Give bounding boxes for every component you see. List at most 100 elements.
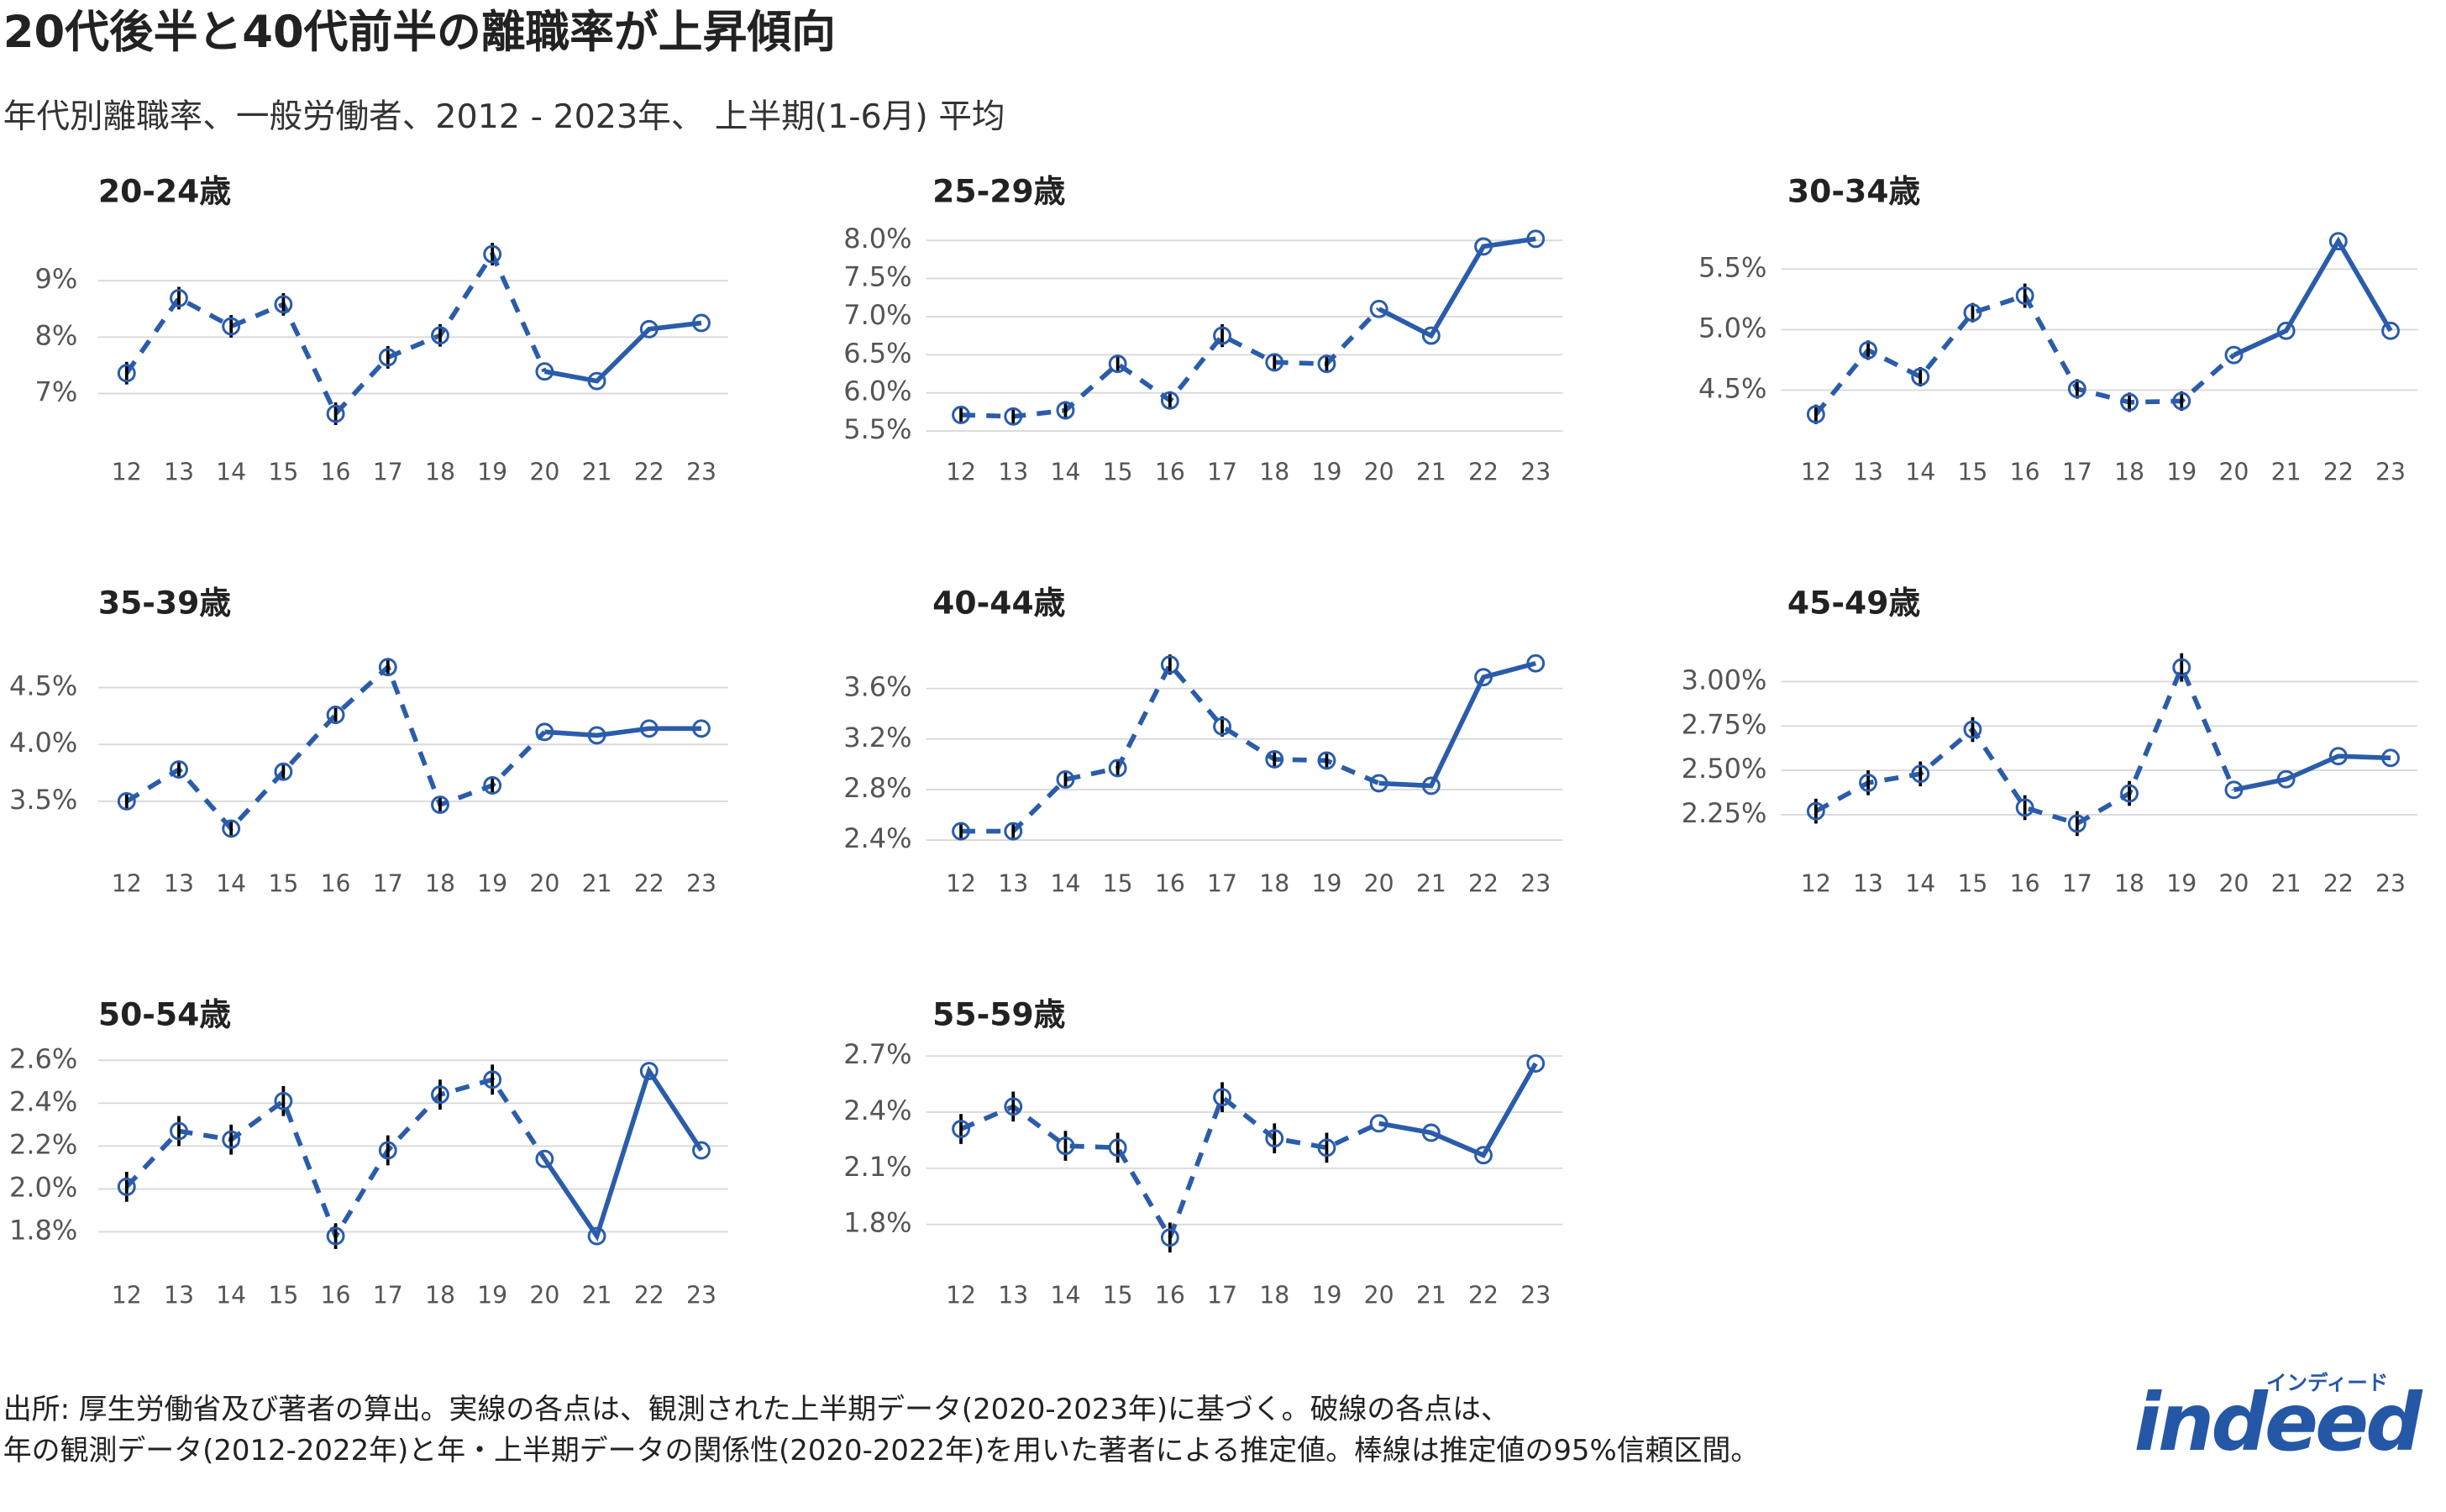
x-tick-label: 12 bbox=[1801, 870, 1831, 898]
point bbox=[326, 706, 345, 724]
x-tick-label: 18 bbox=[2114, 870, 2144, 898]
x-tick-label: 16 bbox=[2010, 870, 2040, 898]
x-tick-label: 17 bbox=[1207, 459, 1237, 486]
x-tick-label: 15 bbox=[268, 459, 298, 486]
x-tick-label: 16 bbox=[321, 1282, 351, 1310]
y-tick-label: 2.75% bbox=[1682, 708, 1767, 740]
point bbox=[1317, 1138, 1336, 1158]
x-tick-label: 13 bbox=[998, 459, 1028, 486]
x-tick-label: 19 bbox=[477, 870, 507, 898]
point bbox=[1369, 299, 1388, 318]
x-tick-label: 12 bbox=[112, 1282, 142, 1310]
point bbox=[378, 658, 397, 677]
point bbox=[1526, 654, 1546, 673]
y-tick-label: 3.6% bbox=[843, 671, 911, 703]
point bbox=[1160, 655, 1179, 675]
x-tick-label: 19 bbox=[2166, 459, 2197, 486]
y-tick-label: 6.5% bbox=[843, 337, 911, 369]
point bbox=[1859, 773, 1877, 792]
x-tick-label: 18 bbox=[1259, 1282, 1289, 1310]
x-tick-label: 15 bbox=[268, 1282, 298, 1310]
point bbox=[483, 244, 502, 264]
panel-title: 25-29歳 bbox=[932, 172, 1065, 209]
solid-line bbox=[2233, 236, 2393, 358]
x-tick-label: 17 bbox=[2062, 870, 2092, 898]
y-tick-label: 2.8% bbox=[843, 772, 911, 804]
point bbox=[1911, 764, 1930, 784]
point bbox=[1474, 237, 1493, 256]
x-tick-label: 14 bbox=[1905, 870, 1935, 898]
y-tick-label: 2.25% bbox=[1682, 797, 1767, 829]
logo-kana: インディード bbox=[2266, 1370, 2388, 1394]
x-tick-label: 14 bbox=[1050, 459, 1080, 486]
y-tick-label: 4.0% bbox=[9, 727, 77, 759]
point bbox=[483, 1070, 502, 1089]
y-tick-label: 2.6% bbox=[9, 1042, 77, 1074]
point bbox=[1963, 720, 1982, 739]
y-tick-label: 7% bbox=[35, 375, 78, 407]
panel-title: 45-49歳 bbox=[1787, 585, 1920, 622]
x-tick-label: 19 bbox=[1311, 870, 1341, 898]
point bbox=[1859, 340, 1877, 360]
panel-title: 35-39歳 bbox=[98, 585, 231, 622]
panel-title: 30-34歳 bbox=[1787, 172, 1920, 209]
solid-line bbox=[543, 1065, 704, 1242]
x-tick-label: 16 bbox=[2010, 459, 2040, 486]
x-tick-label: 17 bbox=[373, 1282, 403, 1310]
figure-title: 20代後半と40代前半の離職率が上昇傾向 bbox=[3, 7, 836, 58]
y-tick-label: 6.0% bbox=[843, 375, 911, 407]
x-tick-label: 23 bbox=[1520, 459, 1551, 486]
x-tick-label: 22 bbox=[2323, 459, 2354, 486]
y-tick-label: 5.5% bbox=[1698, 251, 1766, 283]
x-tick-label: 21 bbox=[1416, 870, 1446, 898]
point bbox=[1421, 1123, 1441, 1142]
point bbox=[952, 406, 970, 424]
y-tick-label: 5.5% bbox=[843, 413, 911, 445]
point bbox=[170, 1121, 188, 1141]
y-tick-label: 2.50% bbox=[1682, 753, 1767, 785]
x-tick-label: 23 bbox=[1520, 870, 1551, 898]
point bbox=[1160, 1228, 1179, 1247]
x-tick-label: 17 bbox=[2062, 459, 2092, 486]
dashed-line bbox=[1814, 661, 2237, 827]
point bbox=[2328, 747, 2348, 766]
panel-title: 40-44歳 bbox=[932, 585, 1065, 622]
x-tick-label: 16 bbox=[1155, 459, 1185, 486]
x-tick-label: 15 bbox=[268, 870, 298, 898]
point bbox=[170, 289, 188, 307]
x-tick-label: 23 bbox=[686, 1282, 716, 1310]
solid-line bbox=[544, 726, 701, 738]
x-tick-label: 14 bbox=[1905, 459, 1935, 486]
x-tick-label: 18 bbox=[425, 1282, 455, 1310]
x-tick-label: 22 bbox=[634, 870, 664, 898]
point bbox=[431, 326, 449, 345]
x-tick-label: 18 bbox=[425, 459, 455, 486]
point bbox=[1806, 801, 1825, 821]
x-tick-label: 13 bbox=[998, 870, 1028, 898]
x-tick-label: 13 bbox=[164, 1282, 194, 1310]
y-tick-label: 8.0% bbox=[843, 223, 911, 255]
point bbox=[222, 819, 241, 838]
x-tick-label: 14 bbox=[1050, 870, 1080, 898]
y-tick-label: 3.5% bbox=[9, 784, 77, 816]
point bbox=[326, 404, 345, 423]
y-tick-label: 2.4% bbox=[843, 1095, 911, 1126]
point bbox=[2381, 748, 2400, 768]
point bbox=[1108, 354, 1127, 374]
point bbox=[117, 792, 136, 811]
x-tick-label: 22 bbox=[1468, 870, 1499, 898]
x-tick-label: 14 bbox=[1050, 1282, 1080, 1310]
y-tick-label: 2.4% bbox=[843, 822, 911, 854]
y-tick-label: 7.0% bbox=[843, 299, 911, 331]
x-tick-label: 22 bbox=[1468, 459, 1499, 486]
point bbox=[431, 795, 449, 814]
x-tick-label: 21 bbox=[582, 1282, 612, 1310]
point bbox=[1160, 391, 1179, 410]
y-tick-label: 2.0% bbox=[9, 1171, 77, 1203]
figure-subtitle: 年代別離職率、一般労働者、2012 - 2023年、 上半期(1-6月) 平均 bbox=[3, 97, 1005, 136]
point bbox=[222, 1130, 241, 1149]
point bbox=[2381, 321, 2400, 340]
point bbox=[2015, 286, 2034, 305]
